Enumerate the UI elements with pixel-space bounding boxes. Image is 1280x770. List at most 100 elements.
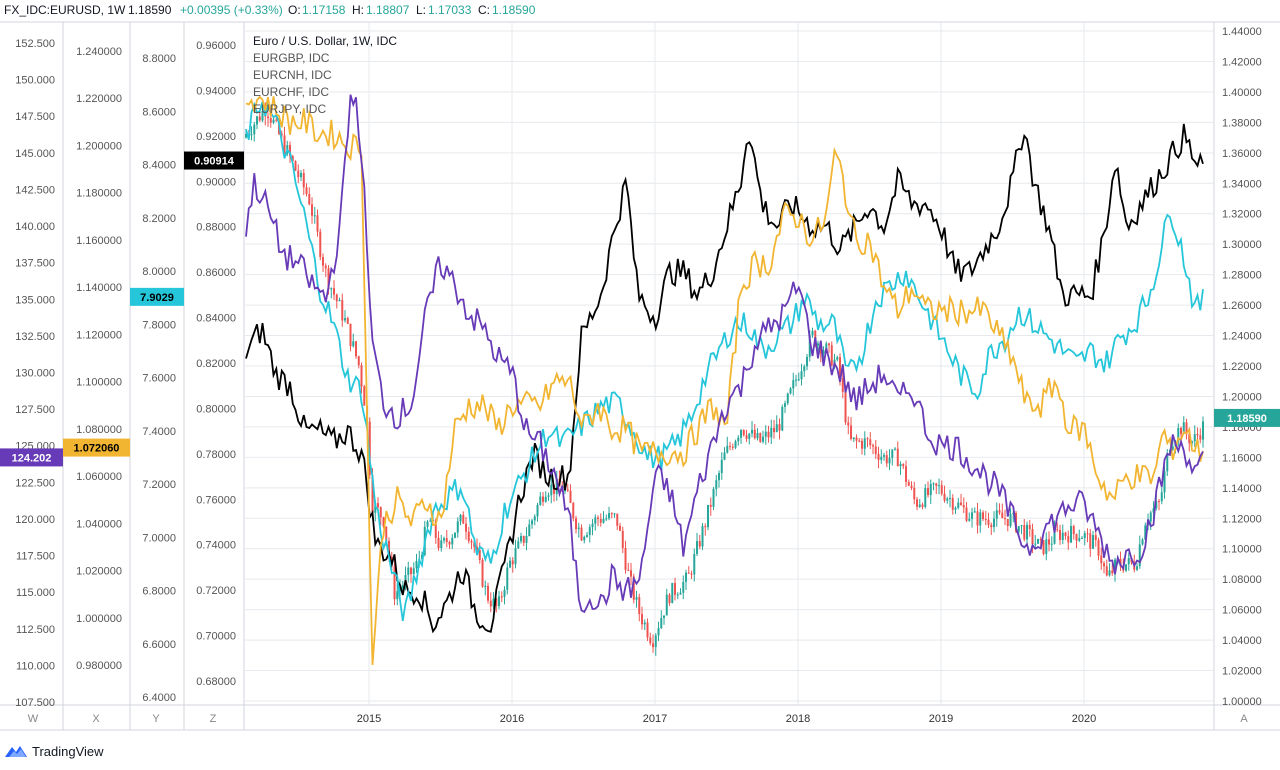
tick-label-x: 1.100000 — [76, 377, 122, 389]
candle-body — [1034, 543, 1037, 545]
candle-body — [1067, 535, 1070, 543]
candle-body — [388, 540, 391, 557]
candle-body — [946, 498, 949, 501]
candle-body — [399, 588, 402, 592]
candle-body — [357, 356, 360, 366]
candle-body — [445, 538, 448, 543]
legend-eurjpy[interactable]: EURJPY, IDC — [253, 102, 326, 116]
scale-letter-z[interactable]: Z — [210, 713, 217, 725]
candle-body — [781, 406, 784, 431]
price-change: +0.00395 (+0.33%) — [180, 3, 283, 17]
candle-body — [572, 502, 575, 519]
scale-letter-w[interactable]: W — [28, 713, 39, 725]
candle-body — [729, 445, 732, 447]
candle-body — [415, 560, 418, 569]
candle-body — [517, 541, 520, 549]
candle-body — [608, 513, 611, 519]
candle-body — [913, 487, 916, 500]
series-line-eurgbp — [245, 123, 1204, 634]
candle-body — [979, 512, 982, 526]
candle-body — [454, 532, 457, 538]
candle-body — [1092, 535, 1095, 549]
candle-body — [850, 425, 853, 439]
candle-body — [498, 596, 501, 607]
tick-label-z: 0.96000 — [196, 40, 236, 52]
legend-eurchf[interactable]: EURCHF, IDC — [253, 85, 329, 99]
candle-body — [795, 379, 798, 381]
legend-eurcnh[interactable]: EURCNH, IDC — [253, 68, 332, 82]
candle-body — [770, 427, 773, 438]
candle-body — [797, 379, 800, 381]
scale-letter-x[interactable]: X — [92, 713, 100, 725]
candle-body — [630, 570, 633, 577]
tick-label-x: 1.220000 — [76, 93, 122, 105]
candle-body — [1004, 518, 1007, 520]
tick-label-a: 1.16000 — [1222, 452, 1262, 464]
candle-body — [396, 591, 399, 600]
x-tick-label: 2015 — [357, 713, 381, 725]
candle-body — [465, 523, 468, 532]
candle-body — [905, 466, 908, 482]
candle-body — [663, 615, 666, 618]
scale-letter-y[interactable]: Y — [152, 713, 160, 725]
candle-body — [654, 635, 657, 648]
legend-eurgbp[interactable]: EURGBP, IDC — [253, 51, 330, 65]
candle-body — [344, 318, 347, 321]
candle-body — [872, 445, 875, 447]
candle-body — [429, 520, 432, 522]
candle-body — [1191, 441, 1194, 444]
candle-body — [1152, 508, 1155, 513]
high-value: 1.18807 — [366, 3, 410, 17]
candle-body — [830, 345, 833, 366]
candle-body — [1048, 539, 1051, 545]
candle-body — [641, 614, 644, 625]
candle-body — [1097, 539, 1100, 556]
candle-body — [982, 512, 985, 520]
tick-label-x: 1.240000 — [76, 46, 122, 58]
candle-body — [935, 483, 938, 486]
tick-label-a: 1.06000 — [1222, 605, 1262, 617]
candle-body — [1188, 434, 1191, 444]
candle-body — [368, 421, 371, 476]
candle-body — [261, 110, 264, 121]
candle-body — [283, 135, 286, 154]
candle-body — [506, 567, 509, 590]
tick-label-y: 8.4000 — [142, 160, 176, 172]
candle-body — [902, 464, 905, 467]
plot-area[interactable] — [245, 94, 1205, 665]
candle-body — [597, 517, 600, 519]
x-tick-label: 2019 — [929, 713, 953, 725]
candle-body — [855, 437, 858, 441]
candle-body — [792, 380, 795, 389]
tick-label-w: 122.500 — [15, 477, 55, 489]
candle-body — [822, 349, 825, 354]
tick-label-a: 1.20000 — [1222, 391, 1262, 403]
candle-body — [1053, 529, 1056, 544]
price-badge-label-w: 124.202 — [12, 452, 52, 464]
candle-body — [949, 498, 952, 500]
scale-letter-a[interactable]: A — [1240, 713, 1248, 725]
x-tick-label: 2016 — [500, 713, 524, 725]
tick-label-y: 7.0000 — [142, 532, 176, 544]
candle-body — [1149, 512, 1152, 522]
candle-body — [289, 145, 292, 157]
symbol-title[interactable]: FX_IDC:EURUSD, 1W — [4, 3, 126, 17]
candle-body — [1026, 524, 1029, 540]
candle-body — [1171, 446, 1174, 450]
legend-eurusd[interactable]: Euro / U.S. Dollar, 1W, IDC — [253, 34, 397, 48]
candle-body — [335, 294, 338, 302]
candle-body — [333, 288, 336, 295]
candle-body — [269, 118, 272, 123]
candle-body — [1111, 570, 1114, 574]
candle-body — [550, 484, 553, 496]
candle-body — [514, 548, 517, 565]
candle-body — [1103, 563, 1106, 567]
candle-body — [646, 622, 649, 638]
tradingview-logo[interactable]: TradingView — [4, 740, 104, 762]
candle-body — [484, 585, 487, 587]
candle-body — [960, 502, 963, 506]
tick-label-y: 8.8000 — [142, 53, 176, 65]
candle-body — [352, 341, 355, 347]
candle-body — [536, 504, 539, 517]
